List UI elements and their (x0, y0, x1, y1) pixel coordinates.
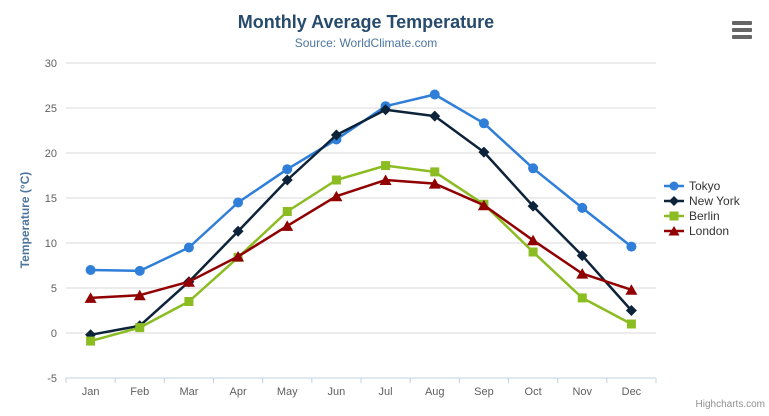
point-new-york-nov[interactable] (576, 250, 588, 262)
point-london-feb[interactable] (133, 289, 146, 301)
x-axis-tick-label: Sep (474, 386, 494, 398)
point-london-aug[interactable] (428, 178, 441, 189)
x-axis-tick-label: Oct (525, 386, 542, 398)
point-london-nov[interactable] (576, 268, 589, 279)
point-new-york-jul[interactable] (380, 104, 392, 116)
legend-label: Berlin (689, 208, 720, 223)
point-london-jun[interactable] (330, 190, 343, 202)
point-berlin-may[interactable] (282, 207, 292, 216)
legend-label: London (689, 223, 730, 238)
point-tokyo-oct[interactable] (528, 163, 539, 174)
point-new-york-apr[interactable] (232, 225, 244, 237)
point-london-may[interactable] (281, 220, 294, 231)
context-menu-button[interactable] (730, 19, 754, 41)
y-axis-tick-label: 5 (51, 283, 57, 295)
credits-link[interactable]: Highcharts.com (695, 399, 765, 410)
point-new-york-dec[interactable] (625, 305, 637, 316)
legend-symbol-circle-icon (664, 181, 684, 190)
x-axis-tick-label: Feb (130, 386, 149, 398)
y-axis-tick-label: 0 (51, 328, 57, 340)
point-london-sep[interactable] (477, 199, 490, 211)
series-line-new-york (89, 108, 633, 337)
hamburger-icon (732, 21, 752, 25)
x-axis-tick-label: Dec (622, 386, 642, 398)
y-axis-tick-label: 15 (45, 193, 57, 205)
point-berlin-jun[interactable] (331, 175, 341, 185)
x-axis-tick-label: May (277, 386, 298, 398)
x-axis-tick-label: Aug (425, 386, 445, 398)
y-axis-tick-label: 30 (45, 58, 57, 70)
legend-label: New York (689, 193, 740, 208)
hamburger-icon (732, 35, 752, 39)
point-tokyo-aug[interactable] (429, 89, 440, 100)
point-tokyo-may[interactable] (282, 164, 293, 175)
y-axis-tick-label: 10 (45, 238, 57, 250)
point-tokyo-feb[interactable] (134, 265, 145, 276)
point-new-york-aug[interactable] (429, 110, 441, 122)
legend-symbol-triangle-icon (664, 225, 684, 235)
hamburger-icon (732, 28, 752, 32)
chart-subtitle: Source: WorldClimate.com (294, 36, 438, 50)
point-new-york-jun[interactable] (330, 129, 342, 141)
point-tokyo-sep[interactable] (478, 118, 489, 129)
legend-symbol-diamond-icon (664, 195, 684, 206)
point-london-jan[interactable] (84, 292, 97, 303)
series-line-berlin (89, 164, 633, 343)
point-new-york-sep[interactable] (478, 146, 490, 158)
point-london-oct[interactable] (527, 234, 540, 246)
legend-label: Tokyo (689, 178, 721, 193)
x-axis-tick-label: Jul (379, 386, 393, 398)
legend-item-new-york[interactable]: New York (664, 193, 740, 208)
series-line-london (89, 178, 633, 300)
legend-item-tokyo[interactable]: Tokyo (664, 178, 740, 193)
point-berlin-jan[interactable] (86, 336, 96, 346)
legend-item-london[interactable]: London (664, 223, 740, 238)
point-berlin-mar[interactable] (184, 297, 194, 306)
point-london-dec[interactable] (625, 284, 638, 295)
y-axis-tick-label: 20 (45, 148, 57, 160)
point-tokyo-mar[interactable] (183, 242, 194, 253)
point-berlin-nov[interactable] (577, 293, 587, 303)
point-london-apr[interactable] (232, 251, 245, 262)
legend: Tokyo New York Berlin London (664, 178, 740, 238)
point-berlin-feb[interactable] (135, 323, 145, 333)
x-axis-tick-label: Nov (572, 386, 592, 398)
legend-symbol-square-icon (664, 211, 684, 220)
point-london-jul[interactable] (379, 174, 392, 186)
point-new-york-oct[interactable] (527, 200, 539, 212)
y-axis-tick-label: -5 (47, 373, 57, 385)
y-axis-title: Temperature (°C) (18, 171, 32, 269)
y-axis-tick-label: 25 (45, 103, 57, 115)
x-axis-tick-label: Jan (82, 386, 100, 398)
x-axis-tick-label: Apr (230, 386, 247, 398)
point-tokyo-apr[interactable] (233, 197, 244, 208)
point-new-york-may[interactable] (281, 174, 293, 186)
point-london-mar[interactable] (182, 276, 195, 287)
point-berlin-jul[interactable] (381, 161, 391, 171)
chart-title: Monthly Average Temperature (237, 12, 495, 32)
series-line-tokyo (89, 93, 633, 273)
point-berlin-dec[interactable] (626, 319, 636, 329)
x-axis-tick-label: Jun (328, 386, 346, 398)
legend-item-berlin[interactable]: Berlin (664, 208, 740, 223)
x-axis-tick-label: Mar (179, 386, 198, 398)
point-tokyo-jan[interactable] (85, 265, 96, 275)
point-tokyo-dec[interactable] (626, 241, 637, 252)
point-tokyo-nov[interactable] (577, 202, 588, 213)
point-berlin-aug[interactable] (430, 167, 440, 177)
point-berlin-oct[interactable] (528, 247, 538, 257)
